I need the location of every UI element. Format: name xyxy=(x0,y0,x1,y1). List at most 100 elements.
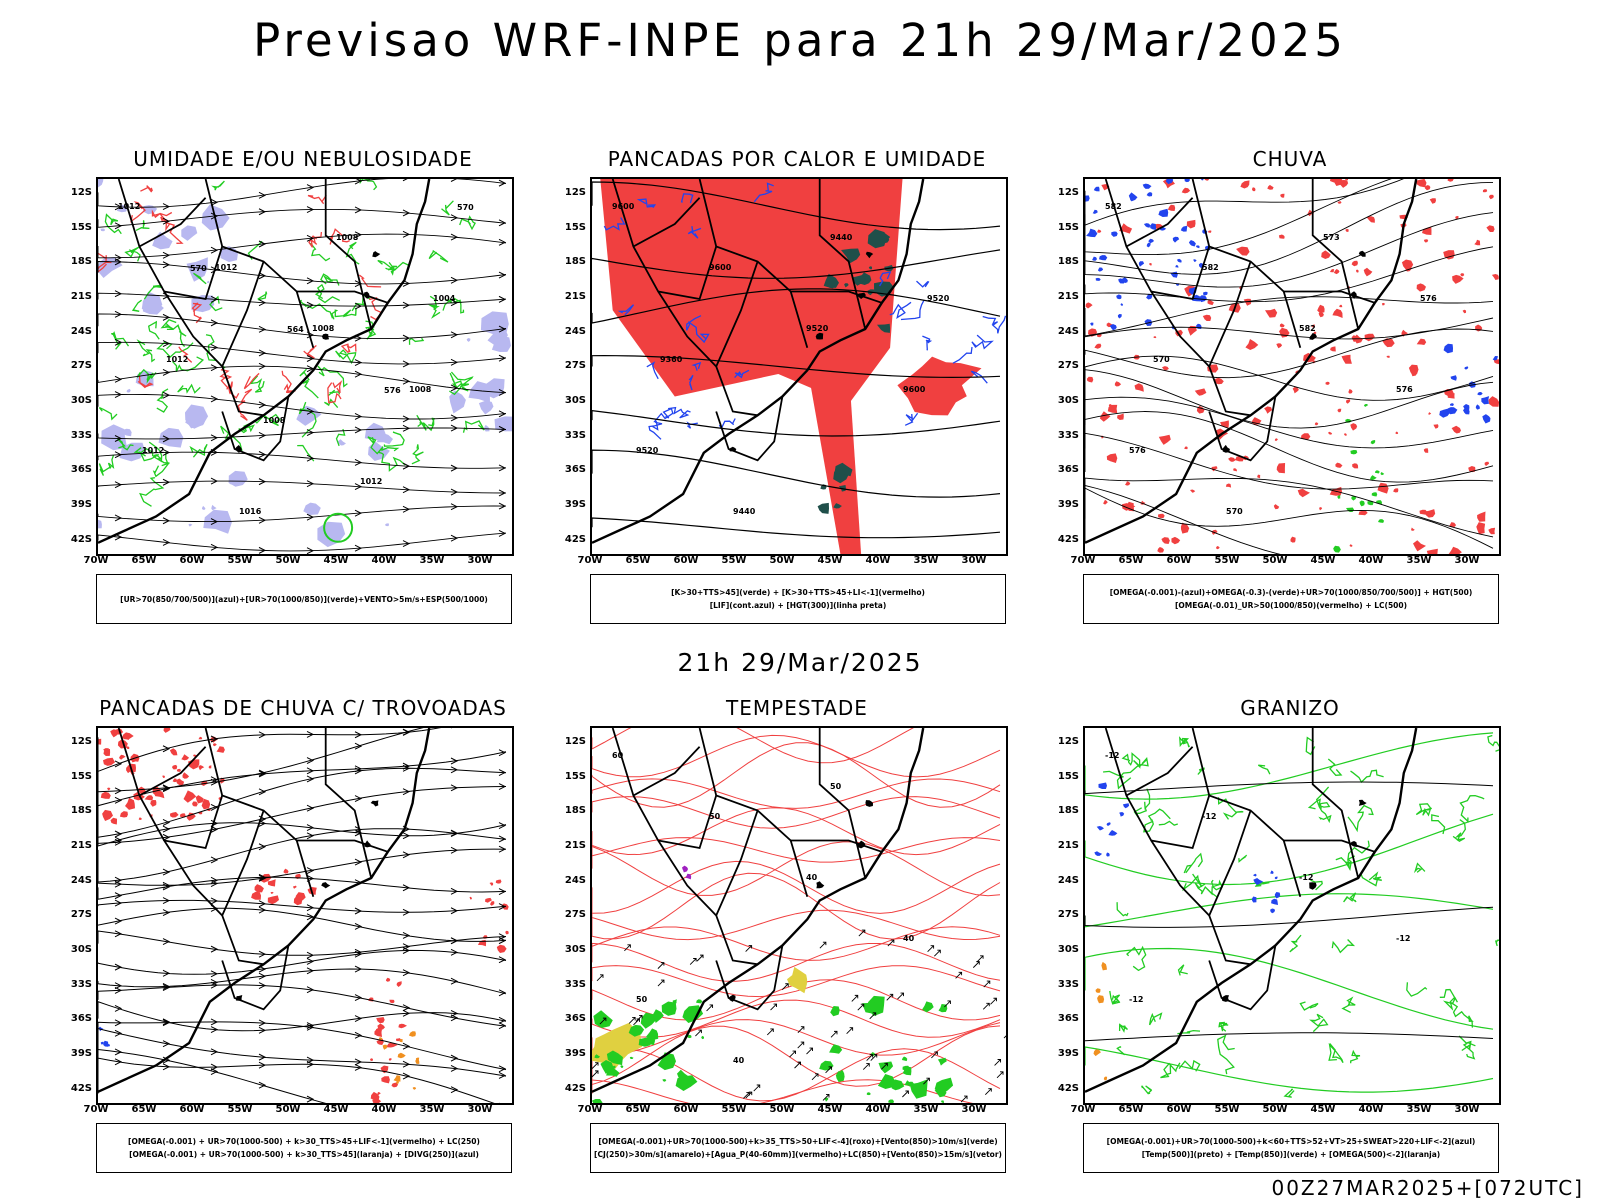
humidity-fill-blue xyxy=(101,424,128,451)
hail-area-blue xyxy=(1251,896,1257,903)
wind-850-area xyxy=(612,1065,616,1070)
humidity-fill-blue xyxy=(119,442,146,462)
streamline-arrow xyxy=(306,301,315,309)
thunderstorm-area-orange xyxy=(397,1052,406,1059)
lon-tick-label: 60W xyxy=(179,555,205,566)
wind-850-area xyxy=(628,1024,645,1037)
humidity-contour-green xyxy=(367,436,400,455)
water-vapor-contour xyxy=(592,734,1001,778)
hail-area-blue xyxy=(1094,851,1103,856)
humidity-contour-green xyxy=(177,383,201,394)
humidity-contour-green xyxy=(331,307,357,320)
height-contour xyxy=(1085,181,1494,275)
thunderstorm-area-red xyxy=(283,868,289,874)
contour-label: 570 xyxy=(1153,355,1170,364)
lat-tick-label: 15S xyxy=(70,221,92,233)
lat-tick-label: 12S xyxy=(564,736,586,747)
streamline-arrow xyxy=(162,883,171,891)
rain-area-blue xyxy=(1095,277,1101,281)
temperature-850-contour xyxy=(1347,804,1374,833)
rain-area-blue xyxy=(1117,314,1122,319)
rain-area-red xyxy=(1162,366,1169,371)
streamline-arrow xyxy=(210,803,219,811)
streamline-arrow xyxy=(306,547,315,554)
thickness-contour-red xyxy=(303,344,317,359)
humidity-fill-blue xyxy=(449,390,466,414)
pressure-contour xyxy=(98,208,507,228)
humidity-fill-blue xyxy=(211,504,217,511)
contour-label: 1008 xyxy=(263,416,286,425)
temperature-850-contour xyxy=(1458,1035,1476,1060)
humidity-contour-green xyxy=(116,437,134,451)
lifted-index-contour xyxy=(680,193,694,204)
lon-tick-label: 70W xyxy=(1070,555,1096,566)
humidity-contour-green xyxy=(314,283,340,304)
thunderstorm-area-red xyxy=(102,809,113,821)
temperature-850-contour xyxy=(1431,814,1446,835)
rain-area-red xyxy=(1429,198,1436,204)
pressure-contour xyxy=(98,233,507,259)
height-contour xyxy=(1085,485,1281,554)
streamline-arrow xyxy=(354,231,363,239)
streamline xyxy=(98,1028,507,1077)
streamline-arrow xyxy=(354,950,363,958)
streamline-arrow xyxy=(258,325,267,333)
rain-area-red xyxy=(1416,338,1427,345)
panel-title: PANCADAS DE CHUVA C/ TROVOADAS xyxy=(99,696,507,720)
rain-area-red xyxy=(1423,448,1429,453)
rain-area-green xyxy=(1378,519,1385,523)
pressure-contour xyxy=(98,261,507,285)
thunderstorm-area-red xyxy=(163,728,171,733)
streamline-arrow xyxy=(162,517,171,525)
streamline-arrow xyxy=(450,1054,459,1062)
wind-vector xyxy=(923,1077,930,1085)
wind-850-area xyxy=(593,1010,613,1028)
lifted-index-contour xyxy=(916,280,930,288)
temperature-500-contour xyxy=(1085,781,1494,795)
rain-area-blue xyxy=(1093,186,1100,192)
temperature-850-contour xyxy=(1182,873,1203,892)
country-border xyxy=(715,810,759,916)
lon-tick-label: 50W xyxy=(275,1104,301,1115)
lat-tick-label: 27S xyxy=(70,360,92,372)
contour-label: 50 xyxy=(636,995,648,1004)
streamline-arrow xyxy=(162,261,171,269)
thickness-contour-red xyxy=(307,194,327,205)
streamline-arrow xyxy=(114,375,123,383)
streamline-arrow xyxy=(450,414,459,422)
wind-850-area xyxy=(909,1079,928,1099)
country-border xyxy=(632,197,701,248)
map-svg: 582 582 582 576 576 570 573 576 570 xyxy=(1085,179,1499,554)
streamline-arrow xyxy=(450,1009,459,1017)
humidity-contour-green xyxy=(449,372,469,392)
wind-vector xyxy=(887,939,895,947)
rain-area-red xyxy=(1243,298,1252,306)
streamline-arrow xyxy=(162,819,171,826)
streamline-arrow xyxy=(114,481,123,489)
streamline-arrow xyxy=(402,377,411,385)
rain-area-red xyxy=(1276,343,1283,349)
streamline-arrow xyxy=(114,899,123,907)
streamline-arrow xyxy=(450,233,459,241)
run-label: 00Z27MAR2025+[072UTC] xyxy=(1271,1176,1584,1200)
lon-tick-label: 45W xyxy=(817,1104,843,1115)
legend-line: [OMEGA(-0.001)+UR>70(1000-500)+k<60+TTS>… xyxy=(1106,1137,1476,1146)
thunderstorm-area-orange xyxy=(412,1087,417,1090)
height-contour xyxy=(1085,369,1494,429)
streamline-arrow xyxy=(114,1019,123,1027)
wind-vector xyxy=(902,1090,909,1098)
streamline-arrow xyxy=(258,516,267,524)
rain-area-blue xyxy=(1477,392,1483,396)
rain-area-red xyxy=(1358,510,1368,516)
rain-area-red xyxy=(1252,187,1256,192)
rain-area-red xyxy=(1094,343,1102,349)
contour-label: 570 xyxy=(190,264,207,273)
streamline-arrow xyxy=(450,766,459,774)
streamline-arrow xyxy=(402,415,411,423)
thunderstorm-area-red xyxy=(490,901,495,906)
streamline-arrow xyxy=(450,948,459,956)
temperature-850-contour xyxy=(1085,813,1494,886)
temperature-850-contour xyxy=(1183,852,1203,874)
rain-area-red xyxy=(1356,269,1359,273)
streamline-arrow xyxy=(306,277,315,285)
